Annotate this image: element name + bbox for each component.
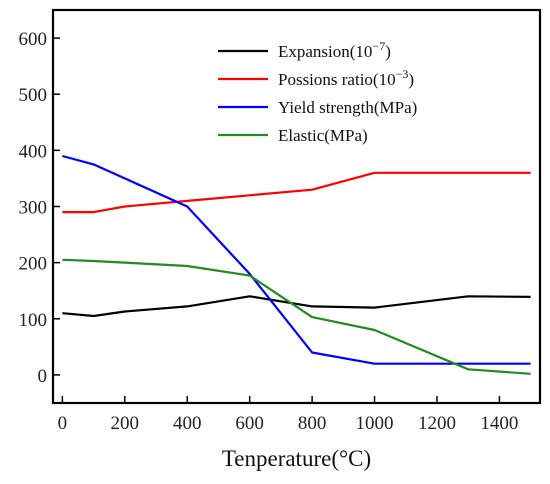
x-tick-label: 0 [58, 413, 68, 434]
y-axis-ticks: 0 100 200 300 400 500 600 [19, 29, 60, 387]
legend-label-elastic-mpa: Elastic(MPa) [278, 126, 368, 145]
y-tick-label: 400 [19, 141, 48, 162]
legend-label-expansion: Expansion(10−7) [278, 39, 391, 61]
x-tick-label: 600 [235, 413, 264, 434]
y-tick-label: 100 [19, 310, 48, 331]
legend-text: Possions ratio(10 [278, 70, 396, 89]
x-axis-ticks: 0 200 400 600 800 1000 1200 1400 [58, 396, 518, 434]
legend-text-end: ) [385, 42, 391, 61]
y-tick-label: 300 [19, 198, 48, 219]
legend: Expansion(10−7)Possions ratio(10−3)Yield… [218, 39, 417, 145]
y-tick-label: 600 [19, 29, 48, 50]
legend-label-yield-strength-mpa: Yield strength(MPa) [278, 98, 417, 117]
x-tick-label: 1000 [356, 413, 394, 434]
x-tick-label: 200 [111, 413, 140, 434]
y-tick-label: 200 [19, 254, 48, 275]
legend-text: Elastic(MPa) [278, 126, 368, 145]
y-tick-label: 500 [19, 85, 48, 106]
series-line-expansion [62, 295, 531, 318]
x-tick-label: 800 [298, 413, 327, 434]
legend-exponent: −7 [372, 39, 385, 53]
series-line-possions-ratio [62, 171, 531, 214]
series-line-yield-strength-mpa [62, 154, 531, 365]
x-axis-title: Tenperature(°C) [222, 446, 371, 471]
plot-frame [51, 8, 542, 405]
x-tick-label: 1400 [480, 413, 518, 434]
series-line-elastic-mpa [62, 258, 531, 375]
legend-exponent: −3 [396, 67, 409, 81]
legend-text-end: ) [408, 70, 414, 89]
legend-label-possions-ratio: Possions ratio(10−3) [278, 67, 414, 89]
y-tick-label: 0 [38, 366, 48, 387]
legend-text: Expansion(10 [278, 42, 372, 61]
legend-text: Yield strength(MPa) [278, 98, 417, 117]
x-tick-label: 1200 [418, 413, 456, 434]
series-lines [62, 154, 531, 375]
x-tick-label: 400 [173, 413, 202, 434]
